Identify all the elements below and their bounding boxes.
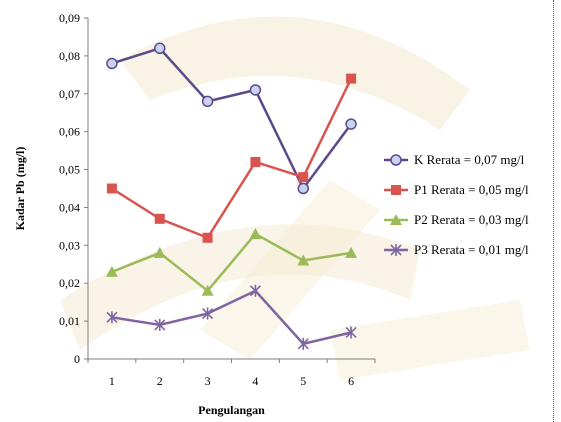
chart-series-lines — [111, 46, 353, 346]
series-line-2 — [111, 78, 353, 240]
data-point-series-4 — [202, 307, 214, 320]
y-tick-label: 0,07 — [59, 87, 80, 101]
data-point-series-4 — [106, 311, 118, 324]
legend-marker — [390, 214, 402, 225]
x-tick-label: 4 — [252, 374, 258, 388]
data-point-series-2 — [202, 232, 213, 243]
data-point-series-1 — [297, 182, 309, 195]
data-point-series-1 — [154, 42, 166, 55]
legend-label: K Rerata = 0,07 mg/l — [414, 152, 525, 167]
legend-item: P3 Rerata = 0,01 mg/l — [384, 242, 529, 257]
legend-item: K Rerata = 0,07 mg/l — [384, 152, 525, 167]
data-point-series-1 — [345, 118, 357, 130]
legend-label: P1 Rerata = 0,05 mg/l — [414, 182, 529, 197]
data-point-series-3 — [105, 265, 118, 277]
y-tick-label: 0,08 — [59, 49, 80, 63]
x-tick-label: 6 — [348, 374, 354, 388]
y-tick-label: 0,09 — [59, 11, 80, 25]
data-point-series-1 — [249, 84, 262, 96]
legend-label: P2 Rerata = 0,03 mg/l — [414, 212, 529, 227]
data-point-series-1 — [106, 57, 118, 70]
data-point-series-2 — [106, 183, 117, 194]
x-tick-label: 2 — [157, 374, 163, 388]
data-point-series-3 — [345, 246, 358, 258]
y-tick-label: 0,06 — [59, 125, 80, 139]
data-point-series-3 — [201, 284, 214, 296]
legend-item: P1 Rerata = 0,05 mg/l — [384, 182, 529, 197]
legend-marker — [391, 185, 401, 195]
y-tick-label: 0,01 — [59, 314, 80, 328]
y-tick-label: 0 — [74, 352, 80, 366]
x-tick-label: 3 — [205, 374, 211, 388]
data-point-series-3 — [153, 246, 166, 258]
data-point-series-1 — [201, 95, 214, 108]
data-point-series-2 — [346, 73, 357, 84]
data-point-series-2 — [154, 213, 165, 224]
series-line-4 — [111, 289, 352, 346]
legend-item: P2 Rerata = 0,03 mg/l — [384, 212, 529, 227]
data-point-series-2 — [250, 156, 261, 167]
data-point-series-3 — [249, 227, 262, 239]
data-point-series-3 — [297, 254, 310, 266]
y-tick-label: 0,02 — [59, 276, 80, 290]
y-tick-label: 0,05 — [59, 163, 80, 177]
data-point-series-4 — [297, 337, 309, 350]
data-point-series-4 — [154, 318, 166, 331]
legend-marker — [390, 244, 402, 256]
y-axis-title: Kadar Pb (mg/l) — [13, 147, 27, 231]
data-point-series-4 — [345, 326, 357, 339]
page-border-line — [553, 0, 554, 422]
data-point-series-2 — [298, 172, 309, 183]
chart-ticks: 0 0,01 0,02 0,03 0,04 0,05 0,06 0,07 0,08 0,09 1 2 3… — [59, 11, 376, 388]
chart-legend: K Rerata = 0,07 mg/l P1 Rerata = 0,05 mg/… — [384, 152, 529, 257]
series-line-3 — [111, 232, 352, 293]
x-tick-label: 5 — [300, 374, 306, 388]
x-axis-title: Pengulangan — [198, 403, 265, 417]
legend-label: P3 Rerata = 0,01 mg/l — [414, 242, 529, 257]
legend-marker — [390, 154, 402, 166]
x-tick-label: 1 — [109, 374, 115, 388]
y-tick-label: 0,03 — [59, 238, 80, 252]
chart-axes — [87, 18, 375, 360]
chart-series-markers — [105, 42, 358, 350]
y-tick-label: 0,04 — [59, 200, 80, 214]
data-point-series-4 — [249, 284, 261, 297]
series-line-1 — [111, 46, 353, 191]
